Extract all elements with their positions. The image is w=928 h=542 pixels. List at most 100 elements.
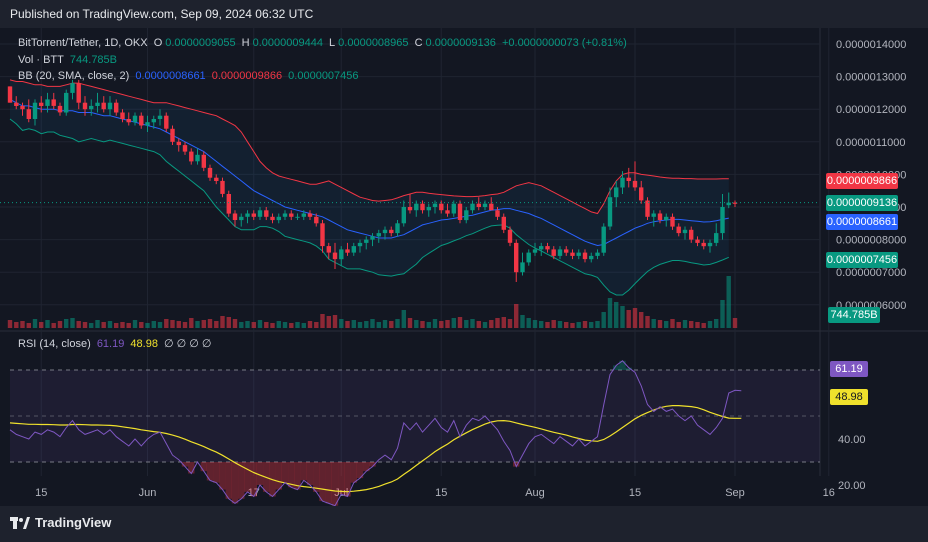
- candle-body: [482, 203, 488, 207]
- candle-body: [70, 83, 75, 93]
- candle-body: [651, 213, 656, 217]
- volume-bar: [464, 320, 469, 328]
- price-tick-label: 0.0000008000: [836, 235, 906, 247]
- candle-body: [164, 115, 169, 129]
- time-tick-label: 15: [629, 487, 641, 499]
- rsi-oversold-fill: [331, 462, 339, 506]
- volume-bar: [520, 315, 525, 328]
- volume-bar: [51, 323, 56, 328]
- volume-bar: [470, 319, 475, 328]
- candle-body: [51, 99, 56, 106]
- time-tick-label: 16: [823, 487, 835, 499]
- time-tick-label: Sep: [725, 487, 745, 499]
- change-value: +0.0000000073 (+0.81%): [501, 37, 627, 49]
- volume-bar: [557, 321, 563, 328]
- chart-area[interactable]: 0.0000014000 0.0000013000 0.0000012000 0.00…: [0, 28, 928, 507]
- bb-lower-badge: 0.0000007456: [826, 252, 898, 268]
- volume-legend: Vol · BTT 744.785B: [18, 54, 120, 66]
- volume-bar: [701, 323, 706, 328]
- volume-bar: [176, 321, 181, 328]
- volume-bar: [7, 320, 13, 328]
- volume-bar: [326, 316, 331, 328]
- volume-bar: [76, 321, 81, 328]
- rsi-oversold-fill: [350, 462, 357, 483]
- rsi-oversold-fill: [288, 462, 295, 488]
- candle-body: [276, 216, 281, 221]
- candle-body: [732, 202, 738, 204]
- volume-bar: [657, 320, 663, 328]
- time-tick-label: Jun: [139, 487, 157, 499]
- candle-body: [307, 213, 313, 217]
- bb-band-fill: [10, 79, 729, 296]
- volume-bar: [301, 323, 306, 328]
- high-value: 0.0000009444: [252, 37, 323, 49]
- rsi-overbought-fill: [625, 367, 632, 370]
- time-tick-label: 15: [435, 487, 447, 499]
- candle-body: [420, 203, 425, 211]
- candle-body: [439, 203, 444, 211]
- rsi-value-badge: 61.19: [830, 361, 868, 377]
- tradingview-logo[interactable]: TradingView: [10, 515, 111, 530]
- candle-body: [376, 233, 381, 237]
- volume-bar: [226, 317, 231, 328]
- rsi-oversold-fill: [300, 462, 307, 481]
- candle-body: [664, 216, 669, 221]
- candle-body: [351, 246, 356, 253]
- volume-bar: [314, 322, 319, 328]
- candle-body: [670, 216, 675, 227]
- candle-body: [432, 203, 438, 207]
- candle-body: [451, 203, 456, 214]
- candle-body: [89, 105, 94, 110]
- volume-bar: [389, 321, 394, 328]
- price-chart-svg[interactable]: 0.0000014000 0.0000013000 0.0000012000 0.00…: [0, 28, 928, 507]
- volume-bar: [682, 320, 688, 328]
- bb-upper-badge: 0.0000009866: [826, 173, 898, 189]
- candle-body: [20, 105, 25, 110]
- candle-body: [120, 112, 125, 119]
- volume-bar: [620, 306, 625, 328]
- volume-bar: [495, 318, 500, 328]
- rsi-oversold-fill: [213, 462, 220, 483]
- candle-body: [270, 216, 275, 221]
- bb-label: BB (20, SMA, close, 2): [18, 70, 130, 82]
- volume-bar: [376, 322, 381, 328]
- candle-body: [407, 207, 413, 211]
- candle-body: [364, 239, 369, 243]
- volume-bar: [382, 320, 388, 328]
- price-tick-label: 0.0000012000: [836, 104, 906, 116]
- candle-body: [114, 102, 119, 113]
- candle-body: [282, 213, 288, 217]
- candle-body: [576, 252, 581, 256]
- volume-bar: [639, 312, 644, 328]
- candle-body: [701, 242, 706, 247]
- candle-body: [620, 177, 625, 188]
- candle-body: [445, 210, 450, 214]
- rsi-oversold-fill: [319, 462, 326, 502]
- last-price-badge: 0.0000009136: [826, 195, 898, 211]
- rsi-oversold-fill: [256, 462, 264, 485]
- candle-body: [520, 262, 525, 273]
- volume-bar: [645, 316, 650, 328]
- candle-body: [639, 187, 644, 201]
- volume-bar: [164, 319, 169, 328]
- volume-bar: [714, 319, 719, 328]
- candle-body: [126, 119, 131, 123]
- volume-bar: [570, 323, 575, 328]
- candle-body: [45, 99, 50, 106]
- bb-lower-line: [9, 118, 729, 296]
- volume-bar: [707, 321, 713, 328]
- candle-body: [676, 226, 681, 234]
- candle-body: [626, 177, 631, 181]
- candle-body: [714, 233, 719, 243]
- volume-bar: [601, 312, 606, 328]
- volume-value: 744.785B: [69, 54, 118, 66]
- volume-bar: [132, 320, 138, 328]
- volume-bar: [245, 321, 250, 328]
- volume-bar: [439, 321, 444, 328]
- volume-bar: [695, 322, 700, 328]
- volume-bar: [576, 322, 581, 328]
- volume-bar: [676, 322, 681, 328]
- candle-body: [382, 229, 388, 234]
- rsi-oversold-fill: [250, 462, 257, 497]
- candle-body: [720, 207, 725, 234]
